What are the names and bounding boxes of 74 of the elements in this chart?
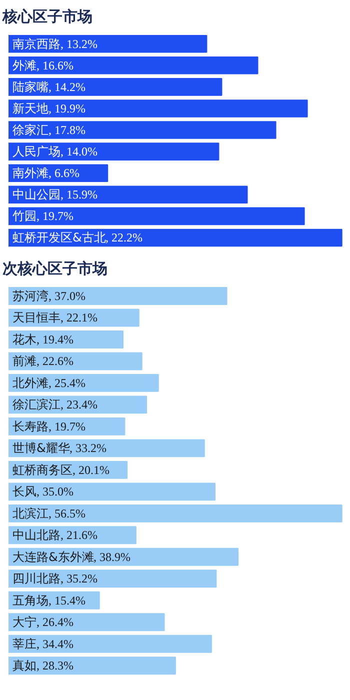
y-tick-label: 外滩 [12,58,36,72]
data-label: , 37.0% [48,288,86,303]
y-tick-label: 苏河湾 [12,288,48,303]
bar [8,34,208,53]
y-tick-label: 五角场 [12,593,48,608]
bar [8,142,220,160]
bar [8,78,222,96]
y-tick-label: 人民广场 [12,144,60,159]
data-label: , 25.4% [48,376,86,390]
y-tick-label: 徐家汇 [12,123,48,138]
y-tick-label: 北外滩 [12,376,48,390]
bar [8,207,305,226]
data-label: , 14.2% [48,80,86,94]
y-tick-label: 竹园 [12,209,36,224]
y-tick-label: 前滩 [12,354,36,368]
chart-title: 次核心区子市场 [2,260,108,278]
y-tick-label: 天目恒丰 [12,310,60,325]
data-label: , 35.2% [60,572,98,586]
bar [8,570,217,588]
data-label: , 19.9% [48,101,86,116]
y-tick-label: 中山公园 [12,188,60,202]
bar [8,121,276,139]
y-tick-label: 四川北路 [12,572,60,586]
bar [8,186,248,204]
data-label: , 15.4% [48,593,86,608]
data-label: , 22.6% [36,354,74,368]
y-tick-label: 中山北路 [12,528,60,542]
data-label: , 35.0% [36,484,74,499]
bar [8,352,142,370]
y-tick-label: 长风 [12,484,36,499]
data-label: , 28.3% [36,658,74,673]
y-tick-label: 北滨江 [12,506,48,520]
data-label: , 19.7% [48,419,86,434]
data-label: , 6.6% [48,166,80,180]
y-tick-label: 真如 [12,658,36,673]
data-label: , 22.2% [106,230,142,245]
data-label: , 21.6% [60,528,98,542]
data-label: , 17.8% [48,123,86,138]
data-label: , 19.4% [36,332,74,346]
y-tick-label: 陆家嘴 [12,80,48,94]
data-label: , 13.2% [60,36,98,51]
bar [8,287,228,305]
y-tick-label: 莘庄 [12,636,36,651]
bar [8,656,176,675]
data-label: , 23.4% [60,398,98,412]
bar [8,613,165,632]
y-tick-label: 大宁 [12,615,36,630]
y-tick-label: 虹桥开发区&古北 [12,230,106,245]
chart-title: 核心区子市场 [2,8,92,26]
y-tick-label: 长寿路 [12,419,48,434]
data-label: , 26.4% [36,615,74,630]
data-label: , 33.2% [70,441,106,456]
data-label: , 15.9% [60,188,98,202]
bar [8,56,258,74]
data-label: , 16.6% [36,58,74,72]
data-label: , 56.5% [48,506,86,520]
bar [8,634,212,653]
data-label: , 38.9% [94,550,130,564]
bar [8,482,216,501]
y-tick-label: 虹桥商务区 [12,462,72,477]
data-label: , 19.7% [36,209,74,224]
bar [8,504,342,522]
data-label: , 14.0% [60,144,98,159]
y-tick-label: 南外滩 [12,166,48,180]
y-tick-label: 新天地 [12,101,48,116]
y-tick-label: 世博&耀华 [12,441,70,456]
y-tick-label: 南京西路 [12,36,60,51]
data-label: , 22.1% [60,310,98,325]
data-label: , 34.4% [36,636,74,651]
y-tick-label: 徐汇滨江 [12,398,60,412]
bar [8,100,308,118]
data-label: , 20.1% [72,462,110,477]
y-tick-label: 大连路&东外滩 [12,550,94,564]
y-tick-label: 花木 [12,332,36,346]
